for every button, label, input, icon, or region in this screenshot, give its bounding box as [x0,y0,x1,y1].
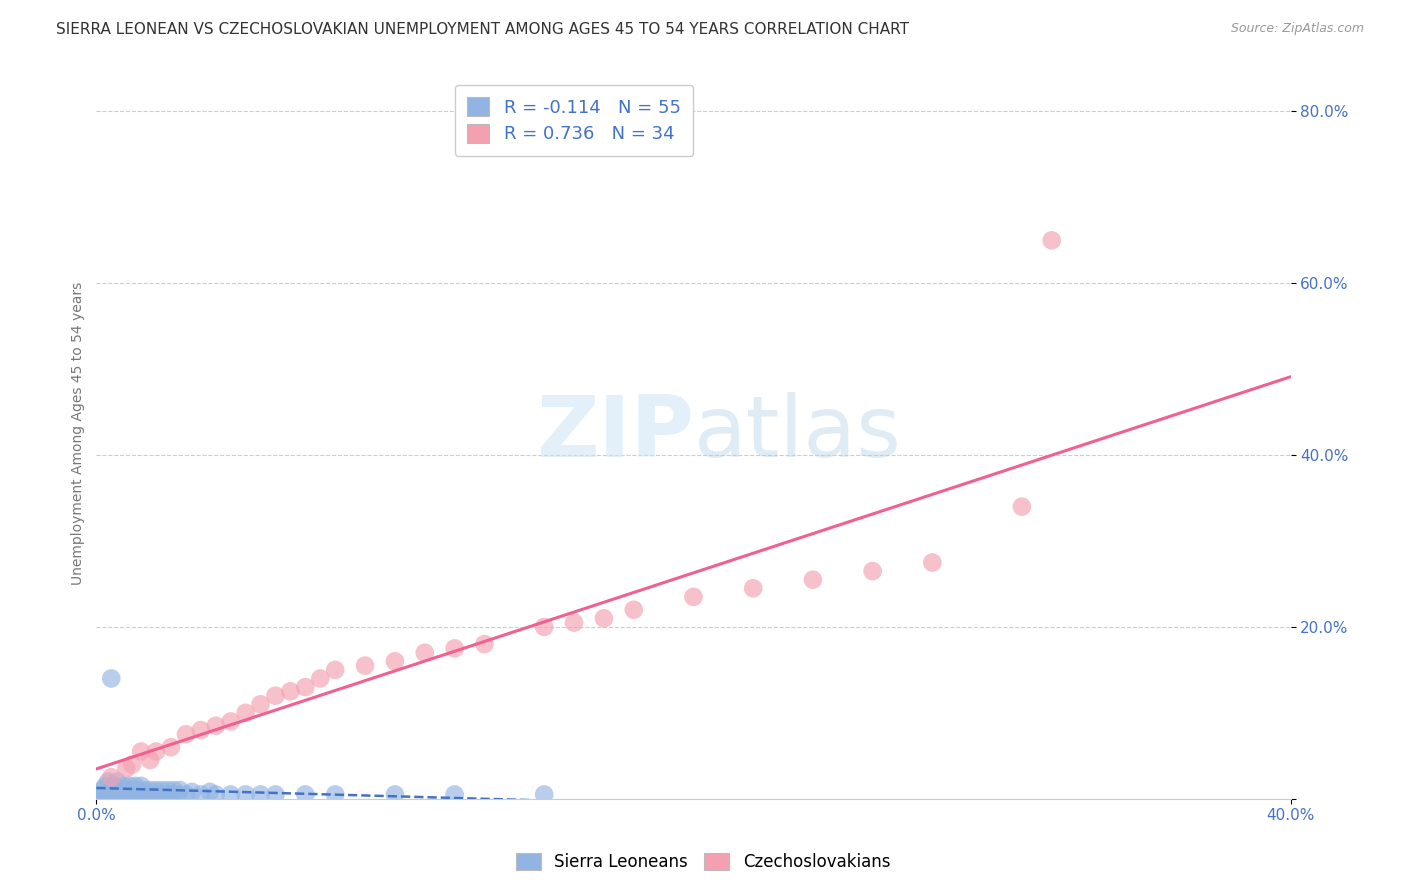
Point [91,789,114,804]
Point [169,783,191,797]
Point [204,719,226,733]
Point [323,788,346,802]
Point [97,788,120,802]
Point [139,783,162,797]
Point [190,788,212,802]
Text: SIERRA LEONEAN VS CZECHOSLOVAKIAN UNEMPLOYMENT AMONG AGES 45 TO 54 YEARS CORRELA: SIERRA LEONEAN VS CZECHOSLOVAKIAN UNEMPL… [56,22,910,37]
Text: Source: ZipAtlas.com: Source: ZipAtlas.com [1230,22,1364,36]
Point [115,762,138,776]
Point [115,789,138,804]
Point [100,789,122,804]
Point [219,788,242,802]
Point [103,788,125,802]
Point [115,783,138,797]
Point [100,672,122,686]
Point [533,788,555,802]
Point [264,689,287,703]
Point [443,641,465,656]
Point [139,753,162,767]
Point [129,788,152,802]
Point [121,783,143,797]
Point [163,783,186,797]
Point [249,788,271,802]
Point [323,663,346,677]
Point [190,723,212,737]
Point [264,788,287,802]
Point [623,603,645,617]
Point [309,672,332,686]
Point [921,556,943,570]
Point [112,788,135,802]
Point [121,757,143,772]
Point [160,788,183,802]
Point [280,684,302,698]
Point [474,637,496,651]
Point [118,788,141,802]
Point [174,727,197,741]
Point [593,611,616,625]
Point [384,654,406,668]
Point [354,658,377,673]
Point [204,788,226,802]
Point [136,788,159,802]
Point [249,698,271,712]
Point [219,714,242,729]
Point [533,620,555,634]
Point [156,783,179,797]
Point [294,680,316,694]
Point [682,590,704,604]
Point [153,788,176,802]
Point [97,774,120,789]
Point [110,789,132,804]
Point [1011,500,1033,514]
Point [105,774,128,789]
Point [174,788,197,802]
Point [103,779,125,793]
Point [145,783,167,797]
Point [121,789,143,804]
Point [100,770,122,784]
Text: atlas: atlas [693,392,901,475]
Point [145,744,167,758]
Point [166,788,188,802]
Legend: R = -0.114   N = 55, R = 0.736   N = 34: R = -0.114 N = 55, R = 0.736 N = 34 [456,85,693,156]
Point [862,564,884,578]
Point [148,788,170,802]
Point [124,779,146,793]
Point [801,573,824,587]
Y-axis label: Unemployment Among Ages 45 to 54 years: Unemployment Among Ages 45 to 54 years [72,282,86,585]
Point [235,706,257,720]
Point [384,788,406,802]
Point [100,783,122,797]
Point [198,785,221,799]
Point [742,582,765,596]
Text: ZIP: ZIP [536,392,693,475]
Legend: Sierra Leoneans, Czechoslovakians: Sierra Leoneans, Czechoslovakians [508,845,898,880]
Point [160,740,183,755]
Point [142,788,165,802]
Point [94,788,117,802]
Point [91,783,114,797]
Point [413,646,436,660]
Point [294,788,316,802]
Point [129,779,152,793]
Point [118,779,141,793]
Point [110,783,132,797]
Point [1040,233,1063,247]
Point [124,788,146,802]
Point [443,788,465,802]
Point [562,615,585,630]
Point [127,783,149,797]
Point [105,788,128,802]
Point [89,788,111,802]
Point [94,779,117,793]
Point [134,783,156,797]
Point [180,785,202,799]
Point [235,788,257,802]
Point [112,779,135,793]
Point [129,744,152,758]
Point [150,783,173,797]
